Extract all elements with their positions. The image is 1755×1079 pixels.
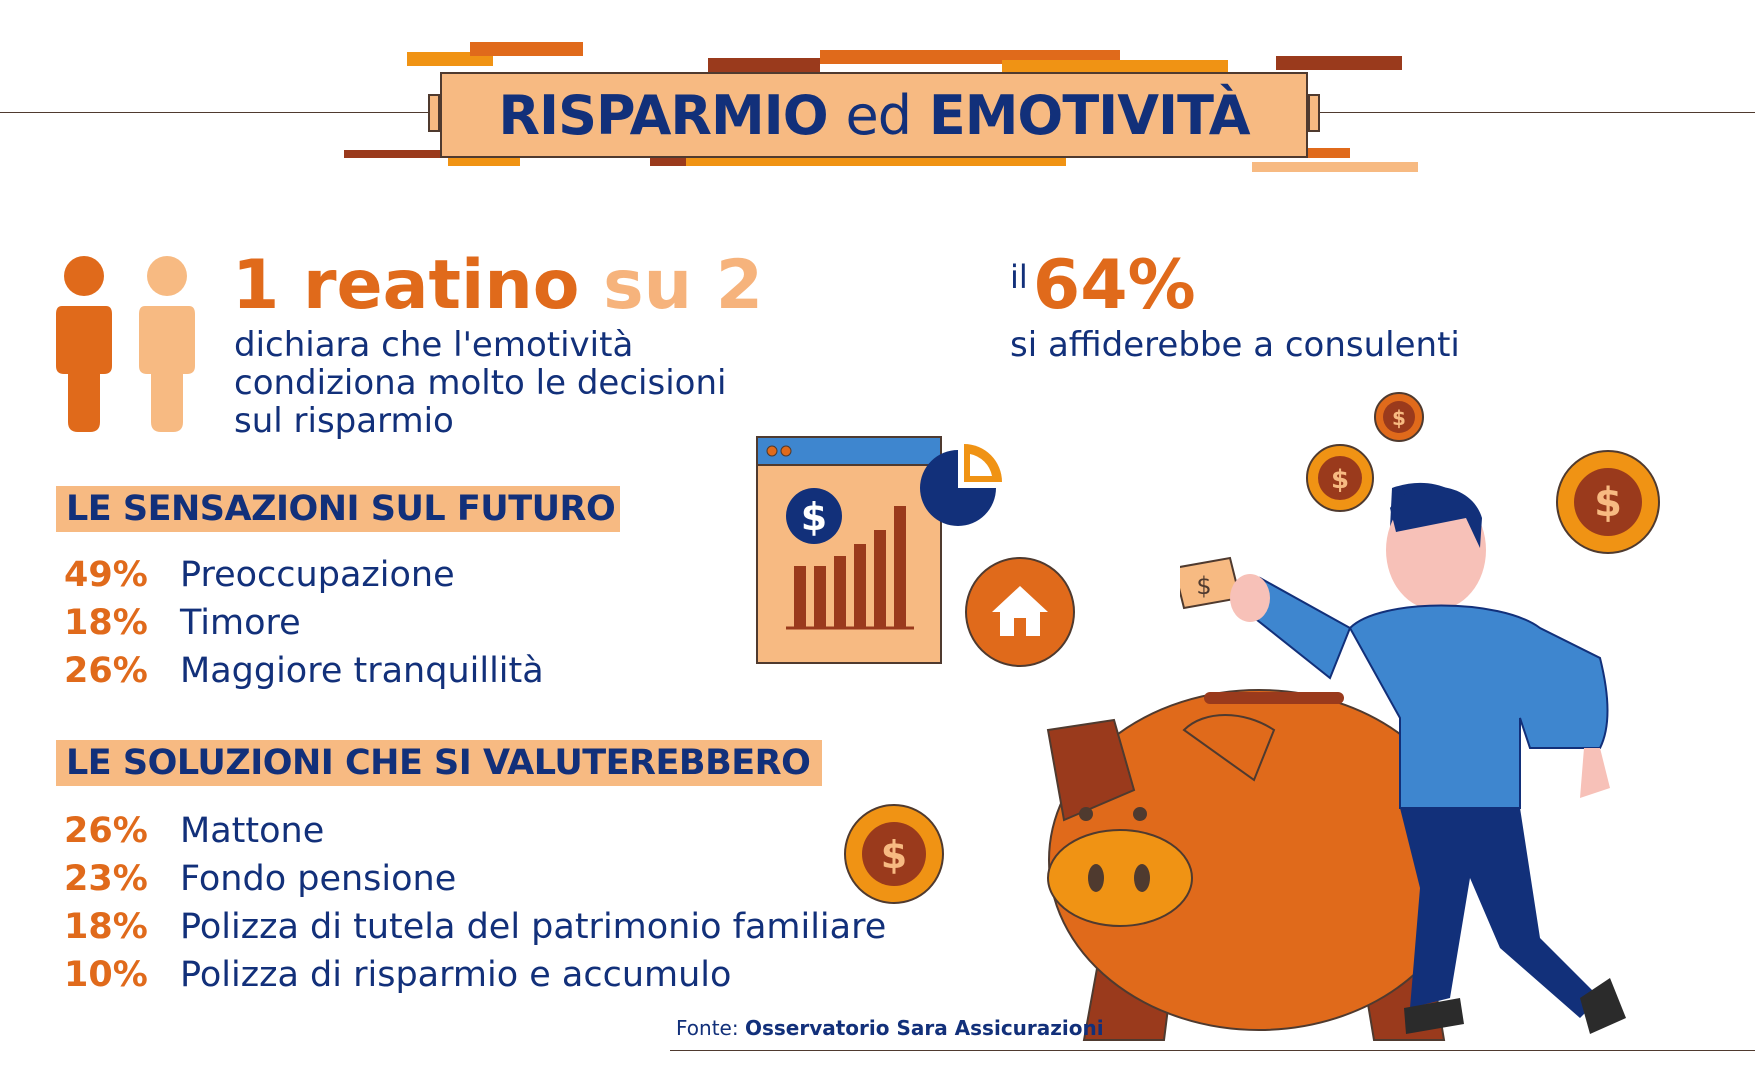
list-item-percent: 18%: [64, 907, 148, 947]
list-item-percent: 23%: [64, 859, 148, 899]
title-box: RISPARMIO ed EMOTIVITÀ: [440, 72, 1308, 158]
stat-one-line: dichiara che l'emotività: [234, 325, 634, 365]
source-note: Fonte: Osservatorio Sara Assicurazioni: [676, 1016, 1104, 1040]
source-name: Osservatorio Sara Assicurazioni: [744, 1016, 1104, 1040]
svg-text:$: $: [1392, 406, 1406, 430]
svg-text:$: $: [881, 833, 907, 877]
list-item-label: Preoccupazione: [180, 555, 455, 595]
list-item: 18% Timore: [64, 600, 301, 646]
person-icon: [139, 256, 195, 432]
page-title: RISPARMIO ed EMOTIVITÀ: [498, 83, 1251, 147]
browser-chart-icon: $: [756, 436, 942, 664]
list-item: 26% Maggiore tranquillità: [64, 648, 544, 694]
list-item-label: Maggiore tranquillità: [180, 651, 544, 691]
list-item-percent: 10%: [64, 955, 148, 995]
pie-chart-icon: [920, 444, 1002, 526]
title-rule-right: [1308, 112, 1755, 113]
decor-bar: [344, 150, 440, 158]
list-item-label: Fondo pensione: [180, 859, 457, 899]
dollar-coin-icon: $: [1306, 444, 1374, 512]
section-heading-sensazioni: LE SENSAZIONI SUL FUTURO: [56, 486, 620, 532]
list-item: 49% Preoccupazione: [64, 552, 455, 598]
title-rule-left: [0, 112, 440, 113]
dollar-coin-icon: $: [1374, 392, 1424, 442]
section-heading-soluzioni: LE SOLUZIONI CHE SI VALUTEREBBERO: [56, 740, 822, 786]
dollar-coin-icon: $: [1556, 450, 1660, 554]
svg-text:$: $: [1594, 480, 1622, 526]
list-item-label: Mattone: [180, 811, 325, 851]
title-bracket-right: [1308, 94, 1320, 132]
list-item: 10% Polizza di risparmio e accumulo: [64, 952, 731, 998]
decor-bar: [708, 58, 820, 72]
decor-bar: [470, 42, 583, 56]
title-part-2: ed: [845, 83, 912, 147]
list-item-label: Polizza di tutela del patrimonio familia…: [180, 907, 887, 947]
list-item-percent: 49%: [64, 555, 148, 595]
list-item: 18% Polizza di tutela del patrimonio fam…: [64, 904, 886, 950]
source-label: Fonte:: [676, 1016, 739, 1040]
decor-bar: [1252, 162, 1418, 172]
stat-one-number: 1 reatino: [232, 246, 580, 325]
stat-one-line: sul risparmio: [234, 401, 454, 441]
title-part-1: RISPARMIO: [498, 83, 828, 147]
man-with-banknote-icon: $: [1180, 482, 1626, 1034]
stat-one-ratio: su 2: [603, 246, 764, 325]
svg-text:$: $: [801, 495, 827, 539]
list-item-label: Timore: [180, 603, 301, 643]
stat-one-line: condiziona molto le decisioni: [234, 363, 727, 403]
list-item-label: Polizza di risparmio e accumulo: [180, 955, 732, 995]
decor-bar: [1276, 56, 1402, 70]
svg-text:$: $: [1331, 465, 1349, 495]
svg-text:$: $: [1196, 572, 1211, 600]
source-rule: [670, 1050, 1755, 1051]
list-item: 23% Fondo pensione: [64, 856, 456, 902]
list-item-percent: 26%: [64, 651, 148, 691]
decor-bar: [1002, 60, 1228, 74]
dollar-coin-icon: $: [844, 804, 944, 904]
stat-one-description: dichiara che l'emotività condiziona molt…: [234, 326, 794, 440]
house-icon: [965, 557, 1075, 667]
list-item-percent: 18%: [64, 603, 148, 643]
stat-two-prefix: il: [1010, 258, 1028, 296]
title-part-3: EMOTIVITÀ: [928, 83, 1251, 147]
stat-two-value: 64%: [1032, 246, 1196, 325]
stat-two-description: si affiderebbe a consulenti: [1010, 325, 1460, 365]
person-icon: [56, 256, 112, 432]
list-item: 26% Mattone: [64, 808, 324, 854]
title-bracket-left: [428, 94, 440, 132]
list-item-percent: 26%: [64, 811, 148, 851]
stat-one-headline: 1 reatino su 2: [232, 252, 763, 320]
decor-bar: [448, 158, 520, 166]
stat-two-headline: il 64%: [1010, 252, 1196, 320]
decor-bar: [650, 158, 720, 166]
